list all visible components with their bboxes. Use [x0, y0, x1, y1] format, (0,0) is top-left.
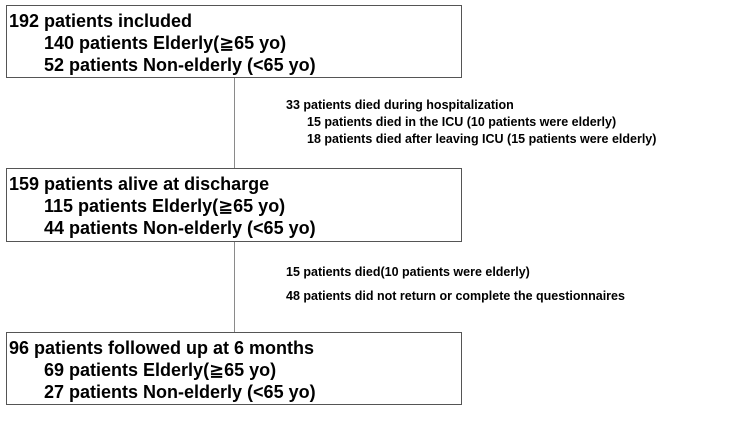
box-discharge-title: 159 patients alive at discharge	[9, 174, 270, 194]
icu-deaths-detail: 15 patients died in the ICU (10 patients…	[307, 115, 617, 129]
box-followup-elderly: 69 patients Elderly(≧65 yo)	[44, 360, 277, 380]
followup-deaths: 15 patients died(10 patients were elderl…	[286, 265, 530, 279]
connector-line-2	[234, 242, 235, 332]
box-discharge: 159 patients alive at discharge 115 pati…	[6, 168, 462, 242]
exclusion-followup-losses: 15 patients died(10 patients were elderl…	[286, 264, 625, 305]
box-included-title: 192 patients included	[9, 11, 193, 31]
box-included-non-elderly: 52 patients Non-elderly (<65 yo)	[44, 55, 316, 75]
box-followup: 96 patients followed up at 6 months 69 p…	[6, 332, 462, 405]
box-included: 192 patients included 140 patients Elder…	[6, 5, 462, 78]
box-discharge-non-elderly: 44 patients Non-elderly (<65 yo)	[44, 218, 316, 238]
post-icu-deaths-detail: 18 patients died after leaving ICU (15 p…	[307, 132, 657, 146]
followup-nonresponders: 48 patients did not return or complete t…	[286, 289, 625, 303]
box-discharge-elderly: 115 patients Elderly(≧65 yo)	[44, 196, 286, 216]
exclusion-hospital-deaths: 33 patients died during hospitalization …	[286, 97, 656, 148]
connector-line-1	[234, 78, 235, 168]
box-followup-title: 96 patients followed up at 6 months	[9, 338, 315, 358]
box-followup-non-elderly: 27 patients Non-elderly (<65 yo)	[44, 382, 316, 402]
box-included-elderly: 140 patients Elderly(≧65 yo)	[44, 33, 287, 53]
hospital-deaths-heading: 33 patients died during hospitalization	[286, 98, 514, 112]
